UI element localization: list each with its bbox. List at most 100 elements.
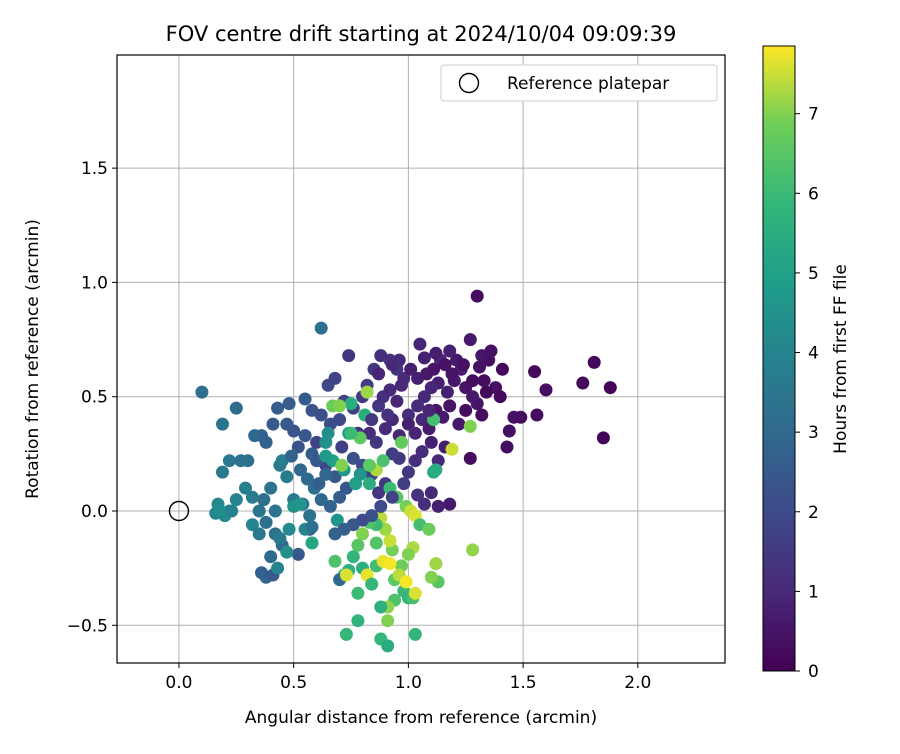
- legend-entry-reference-platepar: Reference platepar: [507, 74, 669, 94]
- data-point: [484, 344, 498, 358]
- data-point: [360, 385, 374, 399]
- data-point: [328, 527, 342, 541]
- data-point: [411, 399, 425, 413]
- data-point: [248, 429, 262, 443]
- data-point: [385, 490, 399, 504]
- data-point: [466, 543, 480, 557]
- data-point: [303, 509, 317, 523]
- data-point: [411, 488, 425, 502]
- data-points: [168, 289, 617, 653]
- data-point: [378, 422, 392, 436]
- x-tick-label: 2.0: [624, 673, 651, 693]
- data-point: [362, 477, 376, 491]
- y-tick-label: 1.5: [81, 159, 108, 179]
- colorbar-tick-label: 3: [808, 423, 819, 443]
- data-point: [408, 586, 422, 600]
- data-point: [438, 358, 452, 372]
- x-tick-label: 0.5: [280, 673, 307, 693]
- data-point: [314, 321, 328, 335]
- data-point: [298, 429, 312, 443]
- data-point: [300, 472, 314, 486]
- data-point: [413, 337, 427, 351]
- data-point: [390, 394, 404, 408]
- legend-box: [440, 64, 718, 102]
- chart-title: FOV centre drift starting at 2024/10/04 …: [166, 22, 677, 46]
- data-point: [500, 440, 514, 454]
- colorbar-tick-label: 6: [808, 184, 819, 204]
- data-point: [333, 490, 347, 504]
- y-axis-label: Rotation from reference (arcmin): [23, 219, 43, 499]
- data-point: [365, 413, 379, 427]
- data-point: [284, 449, 298, 463]
- data-point: [239, 481, 252, 495]
- data-point: [429, 557, 443, 571]
- data-point: [280, 470, 294, 484]
- data-point: [383, 383, 397, 397]
- data-point: [424, 570, 438, 584]
- data-point: [339, 568, 353, 582]
- data-point: [495, 362, 509, 376]
- colorbar-tick-label: 2: [808, 503, 819, 523]
- plot-frame: [116, 54, 726, 664]
- data-point: [328, 554, 342, 568]
- data-point: [229, 493, 243, 507]
- data-point: [273, 531, 287, 545]
- data-point: [408, 627, 422, 641]
- data-point: [271, 401, 285, 415]
- data-point: [282, 522, 296, 536]
- colorbar-tick-label: 4: [808, 344, 819, 364]
- data-point: [229, 401, 243, 415]
- data-point: [383, 534, 397, 548]
- data-point: [443, 344, 457, 358]
- data-point: [346, 451, 360, 465]
- data-point: [271, 561, 285, 575]
- colorbar-tick-label: 0: [808, 662, 819, 682]
- data-point: [424, 486, 438, 500]
- data-point: [493, 390, 507, 404]
- data-point: [369, 435, 383, 449]
- data-point: [401, 417, 415, 431]
- data-point: [374, 499, 388, 513]
- data-point: [339, 627, 353, 641]
- data-point: [395, 435, 408, 449]
- y-tick-label: 1.0: [81, 273, 108, 293]
- colorbar-label: Hours from first FF file: [831, 264, 851, 454]
- data-point: [291, 440, 305, 454]
- data-point: [372, 486, 386, 500]
- data-point: [266, 417, 280, 431]
- reference-platepar-marker: [168, 500, 190, 522]
- data-point: [374, 600, 388, 614]
- data-point: [342, 349, 356, 363]
- data-point: [268, 504, 282, 518]
- data-point: [507, 410, 521, 424]
- data-point: [422, 522, 436, 536]
- data-point: [417, 390, 431, 404]
- data-point: [335, 458, 349, 472]
- data-point: [346, 550, 360, 564]
- data-point: [427, 362, 441, 376]
- data-point: [463, 333, 477, 347]
- data-point: [365, 577, 379, 591]
- data-point: [362, 458, 376, 472]
- data-point: [245, 518, 259, 532]
- data-point: [323, 499, 337, 513]
- colorbar: 0 1 2 3 4 5 6 7 Hours from first FF file: [762, 45, 851, 682]
- data-point: [422, 403, 436, 417]
- data-point: [319, 467, 333, 481]
- data-point: [415, 413, 429, 427]
- x-axis-label: Angular distance from reference (arcmin): [245, 708, 597, 728]
- data-point: [603, 381, 617, 395]
- data-point: [475, 408, 489, 422]
- data-point: [305, 536, 319, 550]
- y-tick-label: −0.5: [67, 616, 108, 636]
- data-point: [245, 490, 259, 504]
- data-point: [335, 440, 349, 454]
- data-point: [319, 449, 333, 463]
- data-point: [351, 538, 365, 552]
- data-point: [415, 445, 429, 459]
- data-point: [280, 545, 294, 559]
- data-point: [479, 385, 493, 399]
- data-point: [424, 435, 438, 449]
- data-point: [294, 463, 307, 477]
- data-point: [282, 397, 296, 411]
